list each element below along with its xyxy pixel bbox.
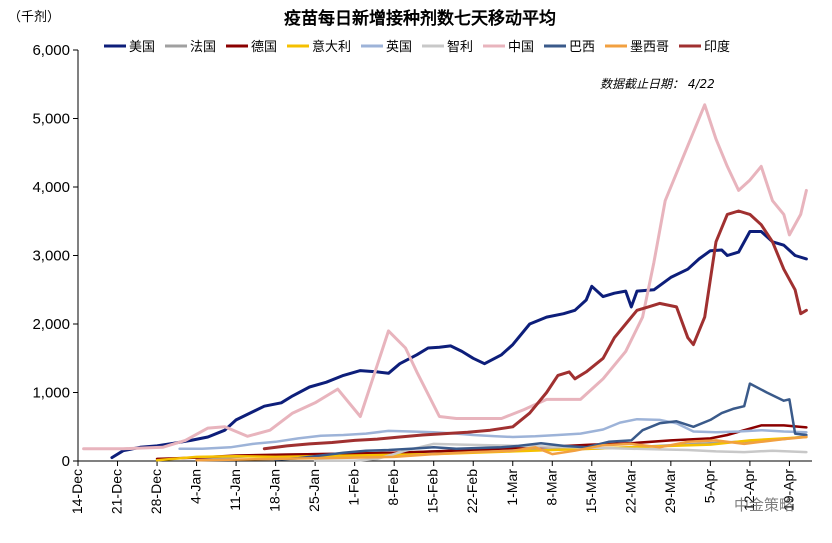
data-cutoff-note: 数据截止日期： 4/22: [600, 77, 715, 91]
y-tick-label: 4,000: [32, 179, 70, 196]
chart-title: 疫苗每日新增接种剂数七天移动平均: [284, 8, 556, 29]
legend-label: 巴西: [569, 40, 595, 55]
x-tick-label: 19-Apr: [780, 469, 796, 511]
series-line-智利: [313, 442, 808, 462]
x-tick-label: 15-Mar: [583, 469, 599, 514]
x-tick-label: 8-Feb: [385, 469, 401, 506]
y-tick-label: 3,000: [32, 248, 70, 265]
series-line-美国: [110, 230, 808, 460]
y-tick-label: 6,000: [32, 42, 70, 59]
watermark: 中金策略: [734, 496, 794, 514]
series-line-英国: [178, 417, 808, 450]
x-tick-label: 11-Jan: [227, 469, 243, 511]
x-tick-label: 22-Mar: [622, 469, 638, 514]
series-line-中国: [82, 103, 808, 451]
x-tick-label: 18-Jan: [267, 469, 283, 512]
x-tick-label: 12-Apr: [741, 469, 757, 511]
x-tick-label: 15-Feb: [425, 469, 441, 514]
legend-label: 意大利: [312, 39, 351, 55]
legend: 美国 法国 德国 意大利 英国 智利 中国 巴西 墨西哥 印度: [104, 39, 730, 55]
x-tick-label: 5-Apr: [701, 469, 717, 504]
x-tick-label: 22-Feb: [464, 469, 480, 514]
legend-label: 美国: [129, 40, 155, 55]
y-tick-label: 0: [62, 453, 70, 470]
unit-label: （千剂）: [8, 10, 60, 25]
x-tick-label: 25-Jan: [306, 469, 322, 512]
series-line-印度: [262, 209, 808, 451]
legend-label: 智利: [447, 40, 473, 55]
series-layer: [82, 103, 808, 462]
x-tick-label: 14-Dec: [69, 469, 85, 514]
x-axis: 14-Dec 21-Dec 28-Dec 4-Jan 11-Jan 18-Jan 25-Ja…: [69, 460, 812, 514]
x-tick-label: 28-Dec: [148, 469, 164, 514]
legend-label: 印度: [704, 39, 730, 55]
x-tick-label: 1-Feb: [346, 469, 362, 506]
legend-label: 墨西哥: [630, 40, 669, 55]
x-tick-label: 29-Mar: [662, 469, 678, 514]
legend-label: 德国: [251, 40, 277, 55]
y-tick-label: 2,000: [32, 316, 70, 333]
series-line-墨西哥: [195, 435, 808, 462]
x-tick-label: 8-Mar: [543, 469, 559, 506]
legend-label: 英国: [386, 40, 412, 55]
y-axis: 0 1,000 2,000 3,000 4,000 5,000 6,000: [32, 42, 79, 470]
legend-label: 中国: [508, 40, 534, 55]
series-line-巴西: [274, 382, 808, 461]
y-tick-label: 1,000: [32, 385, 70, 402]
x-tick-label: 1-Mar: [504, 469, 520, 506]
x-tick-label: 4-Jan: [188, 469, 204, 504]
legend-label: 法国: [190, 40, 216, 55]
x-tick-label: 21-Dec: [109, 469, 125, 514]
y-tick-label: 5,000: [32, 111, 70, 128]
